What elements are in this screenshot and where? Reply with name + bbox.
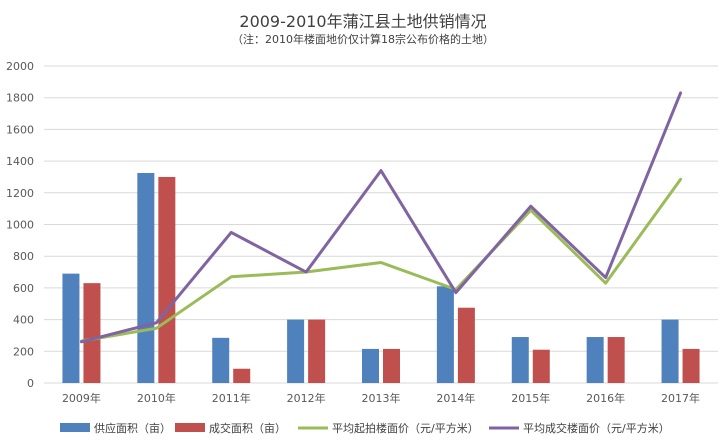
x-axis: 2009年 2010年 2011年 2012年 2013年 2014年 2015年 2016年… bbox=[62, 391, 700, 405]
bar-supply bbox=[287, 319, 305, 383]
y-tick-label: 800 bbox=[13, 250, 34, 263]
line-avg_start bbox=[79, 177, 683, 343]
legend-label: 平均起拍楼面价（元/平方米） bbox=[332, 421, 479, 435]
bar-supply bbox=[362, 348, 379, 383]
legend-label: 平均成交楼面价（元/平方米） bbox=[523, 421, 670, 435]
bar-supply bbox=[62, 273, 80, 383]
bar-sold bbox=[682, 348, 700, 383]
y-tick-label: 200 bbox=[13, 345, 34, 358]
bar-supply bbox=[661, 319, 679, 383]
x-tick-label: 2012年 bbox=[287, 391, 326, 405]
y-tick-label: 400 bbox=[13, 314, 34, 327]
bar-sold bbox=[158, 176, 176, 383]
y-tick-label: 1000 bbox=[6, 219, 34, 232]
legend-item: 成交面积（亩） bbox=[175, 421, 286, 435]
legend-label: 供应面积（亩） bbox=[94, 421, 171, 435]
x-tick-label: 2010年 bbox=[137, 391, 176, 405]
chart-title: 2009-2010年蒲江县土地供销情况 bbox=[239, 12, 487, 31]
legend-label: 成交面积（亩） bbox=[209, 421, 286, 435]
y-axis: 0 200 400 600 800 1000 1200 1400 1600 1800 2000 bbox=[6, 60, 34, 390]
y-tick-label: 2000 bbox=[6, 60, 34, 73]
x-tick-label: 2016年 bbox=[586, 391, 625, 405]
x-tick-label: 2017年 bbox=[661, 391, 700, 405]
lines bbox=[79, 91, 683, 344]
chart-subtitle: （注：2010年楼面地价仅计算18宗公布价格的土地） bbox=[232, 33, 494, 46]
bar-sold bbox=[383, 348, 400, 383]
y-tick-label: 1600 bbox=[6, 123, 34, 136]
bar-supply bbox=[586, 337, 604, 383]
bar-sold bbox=[83, 283, 101, 383]
bar-supply bbox=[436, 286, 454, 383]
legend-swatch bbox=[60, 423, 90, 432]
legend-item: 供应面积（亩） bbox=[60, 421, 171, 435]
legend-item: 平均成交楼面价（元/平方米） bbox=[489, 421, 670, 435]
x-tick-label: 2015年 bbox=[511, 391, 550, 405]
x-tick-label: 2014年 bbox=[436, 391, 475, 405]
y-tick-label: 1200 bbox=[6, 187, 34, 200]
legend-item: 平均起拍楼面价（元/平方米） bbox=[298, 421, 479, 435]
y-tick-label: 1400 bbox=[6, 155, 34, 168]
legend-swatch bbox=[175, 423, 205, 432]
y-tick-label: 600 bbox=[13, 282, 34, 295]
x-tick-label: 2013年 bbox=[362, 391, 401, 405]
bar-supply bbox=[511, 337, 529, 383]
gridlines bbox=[44, 65, 718, 384]
bar-sold bbox=[457, 307, 475, 383]
legend: 供应面积（亩） 成交面积（亩） 平均起拍楼面价（元/平方米） 平均成交楼面价（元/平方… bbox=[60, 421, 670, 435]
line-avg_deal bbox=[79, 91, 683, 344]
bar-sold bbox=[532, 349, 550, 383]
bar-sold bbox=[607, 337, 625, 383]
x-tick-label: 2009年 bbox=[62, 391, 101, 405]
bar-supply bbox=[212, 337, 230, 383]
x-tick-label: 2011年 bbox=[212, 391, 251, 405]
bar-supply bbox=[137, 172, 155, 383]
y-tick-label: 0 bbox=[27, 377, 34, 390]
bar-sold bbox=[308, 319, 326, 383]
y-tick-label: 1800 bbox=[6, 92, 34, 105]
bar-sold bbox=[233, 368, 251, 383]
